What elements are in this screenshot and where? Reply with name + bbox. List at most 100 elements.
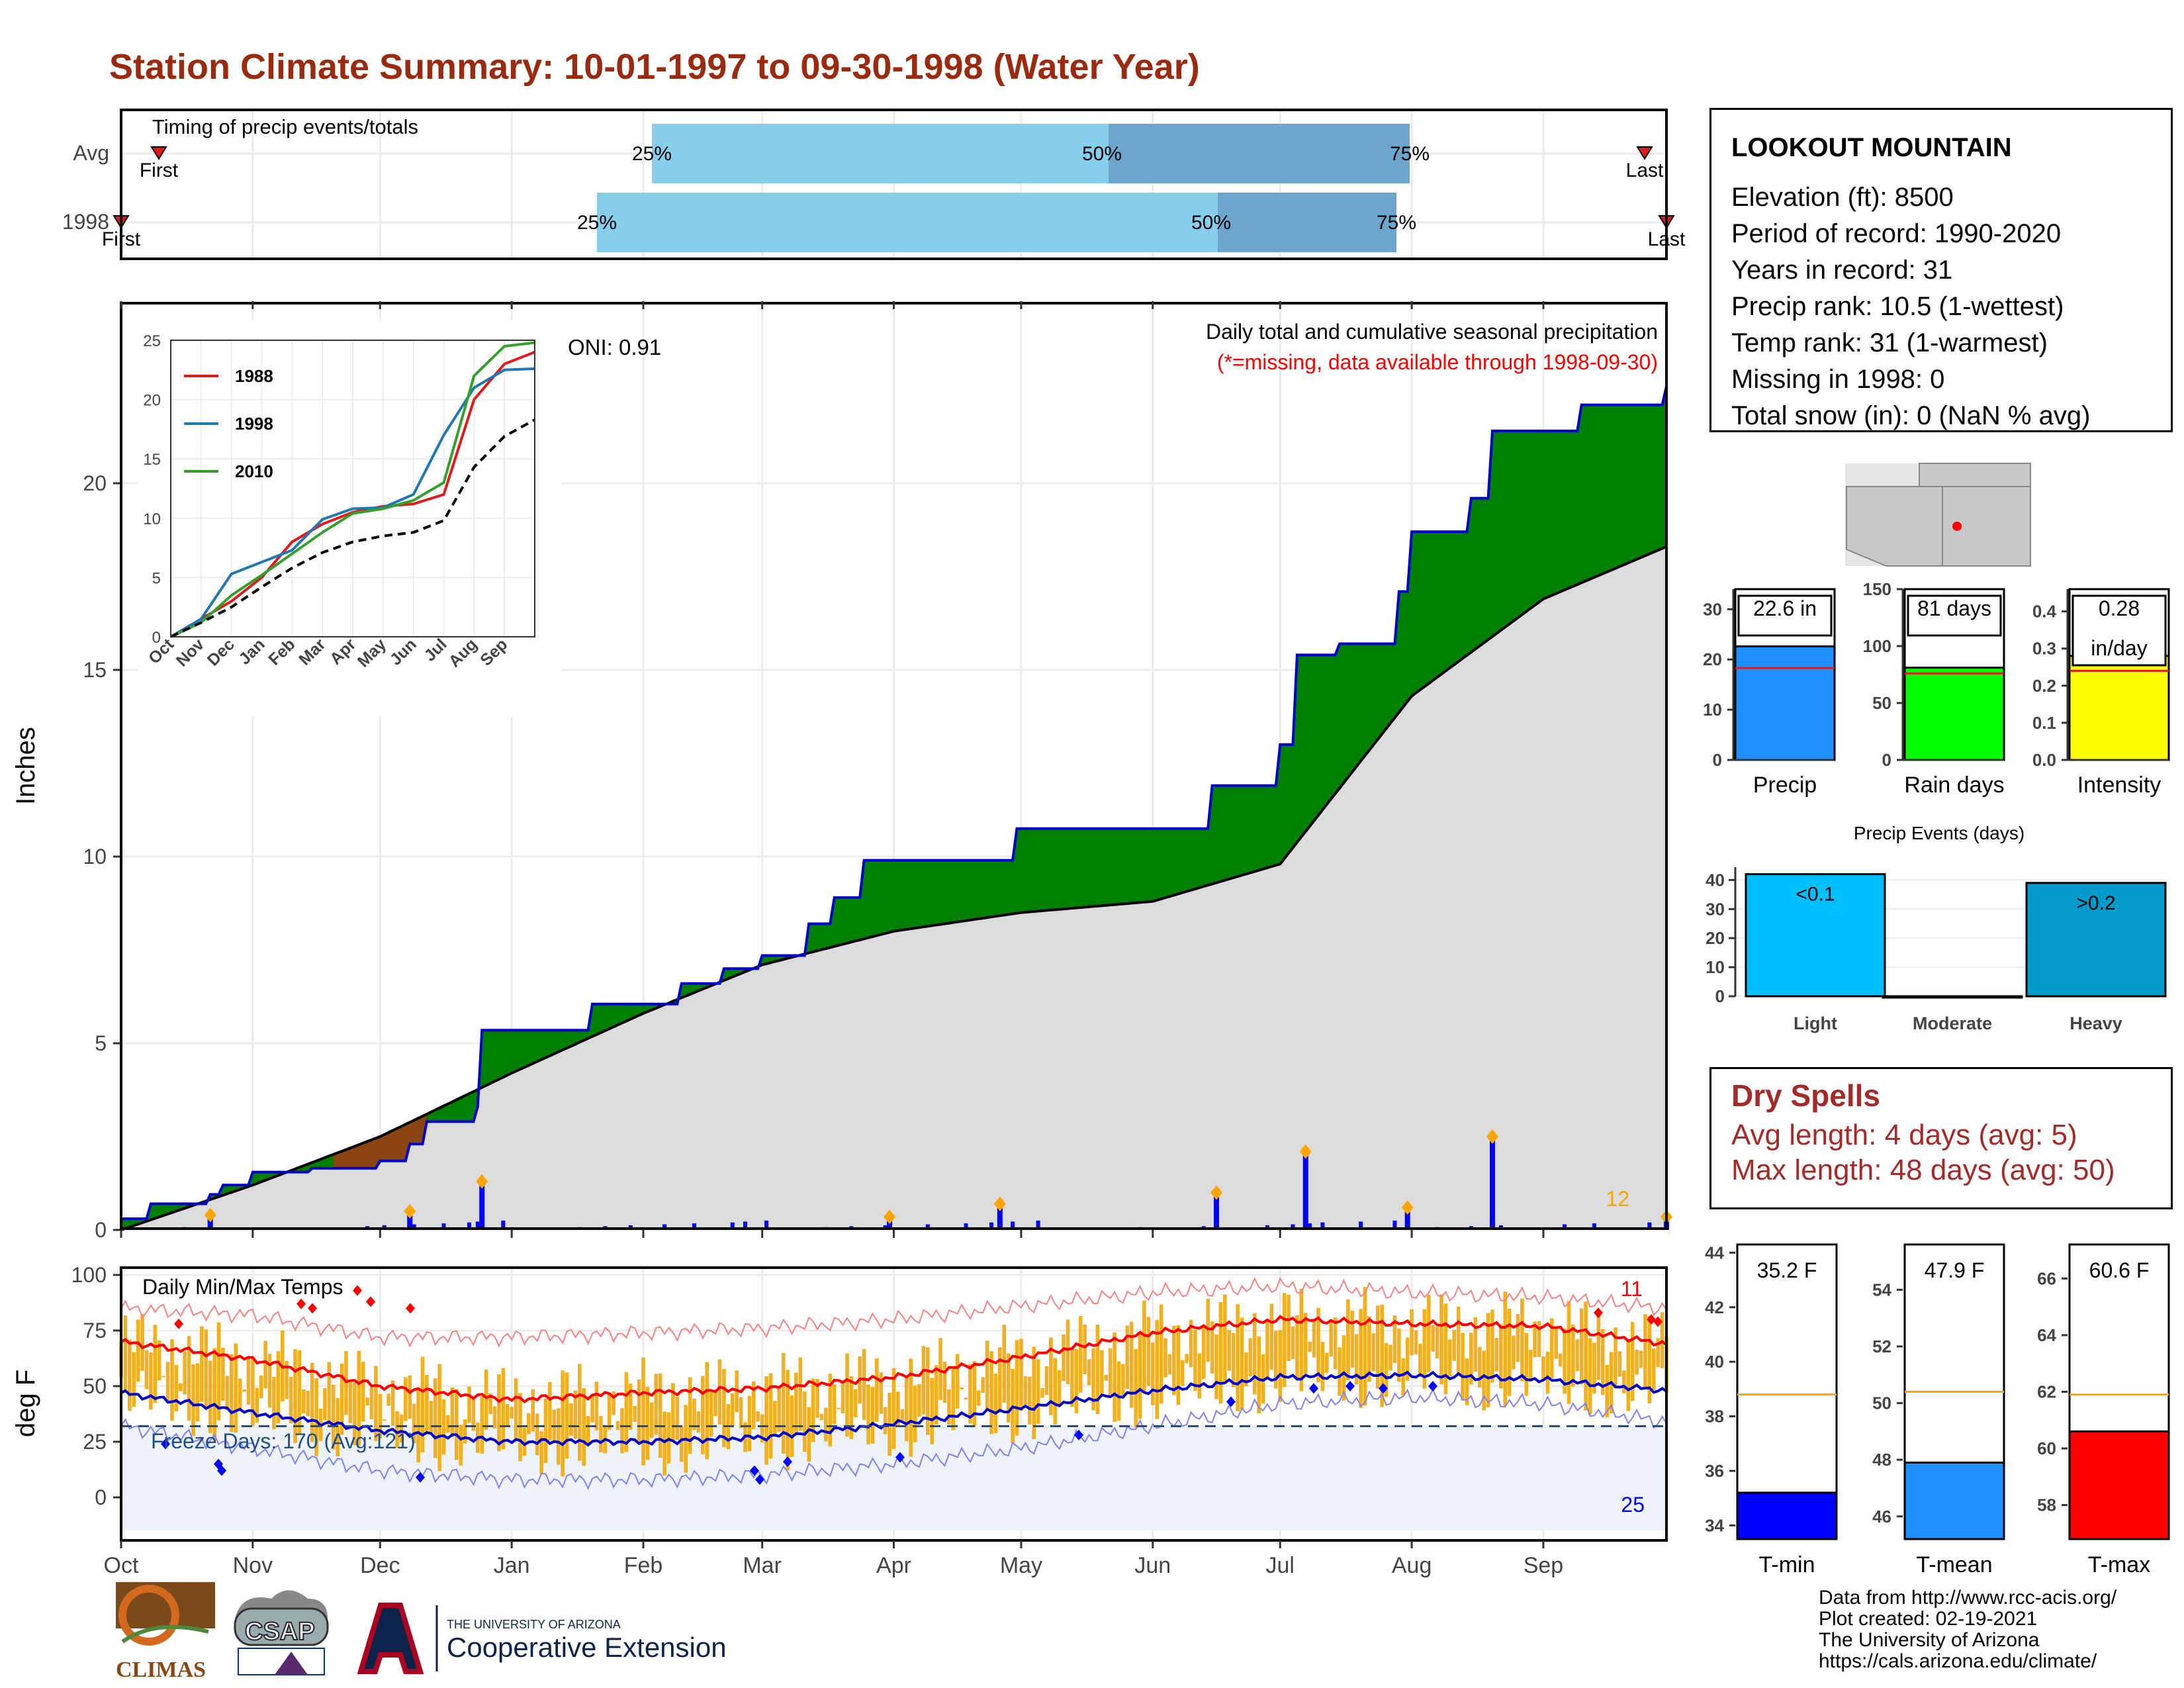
daily-temp-bar [773,1401,777,1436]
dry-spells-max: Max length: 48 days (avg: 50) [1731,1154,2115,1186]
daily-precip-bar [1291,1224,1295,1230]
temp-bar-value-label: 47.9 F [1925,1258,1985,1282]
daily-precip-bar [764,1220,769,1230]
daily-temp-bar [1392,1315,1397,1363]
daily-temp-bar [505,1404,510,1427]
daily-temp-bar [802,1391,807,1452]
daily-temp-bar [1465,1358,1469,1405]
timing-p50-label: 50% [1191,212,1231,234]
daily-precip-bar [925,1224,930,1230]
temp-bar-y-tick-label: 48 [1872,1450,1891,1470]
temp-y-tick-label: 25 [83,1430,107,1454]
station-missing: Missing in 1998: 0 [1731,365,1945,394]
daily-precip-bar [1392,1220,1397,1230]
daily-temp-bar [1499,1324,1503,1389]
record-low-marker [783,1456,792,1468]
daily-temp-bar [1201,1327,1206,1380]
timing-p50-label: 50% [1082,143,1122,165]
daily-temp-bar [968,1364,972,1424]
temp-bar-value-label: 60.6 F [2089,1258,2150,1282]
temp-bar-category-label: T-max [2088,1552,2150,1577]
daily-temp-bar [1541,1356,1545,1381]
events-y-tick-label: 20 [1706,928,1725,948]
daily-temp-bar [1448,1339,1452,1377]
daily-temp-bar [1100,1350,1104,1393]
timing-bar-late [1218,193,1396,252]
timing-p25-label: 25% [577,212,617,234]
record-high-marker [366,1296,375,1307]
daily-temp-bar [1104,1374,1109,1381]
daily-temp-bar [1380,1304,1385,1407]
climas-logo-text: CLIMAS [116,1658,206,1682]
daily-precip-bar [1647,1222,1652,1230]
record-low-marker [1345,1381,1355,1391]
observed-cumulative-line [121,385,1668,1221]
events-y-tick-label: 40 [1706,870,1725,890]
daily-precip-bar [1036,1220,1040,1230]
dry-spells-avg: Avg length: 4 days (avg: 5) [1731,1119,2077,1151]
daily-temp-bar [637,1380,641,1443]
temp-bar-value-label: 35.2 F [1757,1258,1817,1282]
daily-temp-bar [730,1393,735,1427]
daily-temp-bar [947,1389,951,1425]
daily-temp-bar [1049,1337,1053,1415]
daily-temp-bar [624,1372,629,1452]
daily-temp-bar [454,1389,459,1460]
daily-temp-bar [1563,1328,1567,1394]
daily-temp-bar [1078,1315,1083,1393]
daily-precip-bar [997,1203,1003,1230]
daily-max-marker [1210,1185,1223,1200]
daily-temp-bar [1138,1334,1142,1419]
daily-temp-bar [1036,1359,1040,1425]
daily-temp-bar [1108,1348,1113,1398]
daily-temp-bar [815,1379,819,1418]
daily-temp-bar [191,1364,195,1436]
daily-temp-bar [594,1382,599,1430]
daily-temp-bar [1494,1338,1499,1372]
climas-logo: CLIMAS [116,1582,215,1682]
daily-temp-bar [739,1397,743,1429]
daily-temp-bar [1172,1325,1176,1395]
daily-temp-bar [221,1347,225,1401]
daily-temp-bar [204,1329,208,1409]
dry-spells-title: Dry Spells [1731,1078,1880,1113]
daily-temp-bar [1443,1303,1448,1395]
daily-temp-bar [229,1354,234,1432]
daily-temp-bar [786,1370,790,1470]
mini-bar-y-tick-label: 30 [1703,599,1722,619]
mini-bar-y-tick-label: 0.1 [2032,713,2056,733]
daily-max-marker [1401,1200,1414,1215]
daily-temp-bar [819,1413,824,1421]
daily-temp-bar [179,1383,183,1391]
daily-temp-bar [556,1408,561,1465]
record-low-marker [1428,1381,1437,1391]
daily-temp-bar [1397,1328,1401,1382]
daily-temp-bar [904,1376,909,1442]
daily-temp-bar [917,1383,921,1417]
daily-temp-bar [561,1370,565,1477]
daily-temp-bar [1571,1325,1575,1387]
daily-temp-bar [531,1389,535,1432]
month-tick-label: Apr [876,1553,911,1578]
daily-temp-bar [1656,1338,1660,1368]
daily-temp-bar [964,1397,968,1400]
mini-bar-value [1734,645,1836,761]
daily-temp-bar [1193,1329,1197,1391]
record-high-marker [1653,1316,1662,1327]
daily-temp-bar [390,1380,395,1426]
daily-temp-bar [875,1358,879,1422]
daily-temp-bar [1070,1349,1074,1407]
logo-strip: CLIMAS CSAP THE UNIVERSITY OF ARIZONA Co… [109,1579,745,1685]
record-high-marker [1647,1314,1656,1325]
temp-bar-value [2068,1430,2170,1540]
daily-temp-bar [1452,1329,1457,1361]
daily-temp-bar [272,1377,276,1429]
daily-temp-bar [1023,1376,1028,1405]
daily-temp-bar [756,1411,760,1422]
daily-temp-bar [1278,1330,1283,1403]
daily-temp-bar [1388,1344,1392,1371]
inset-frame [170,340,535,637]
station-precip-rank: Precip rank: 10.5 (1-wettest) [1731,292,2064,321]
daily-temp-bar [607,1393,612,1430]
temp-bar-value [1903,1461,2005,1540]
